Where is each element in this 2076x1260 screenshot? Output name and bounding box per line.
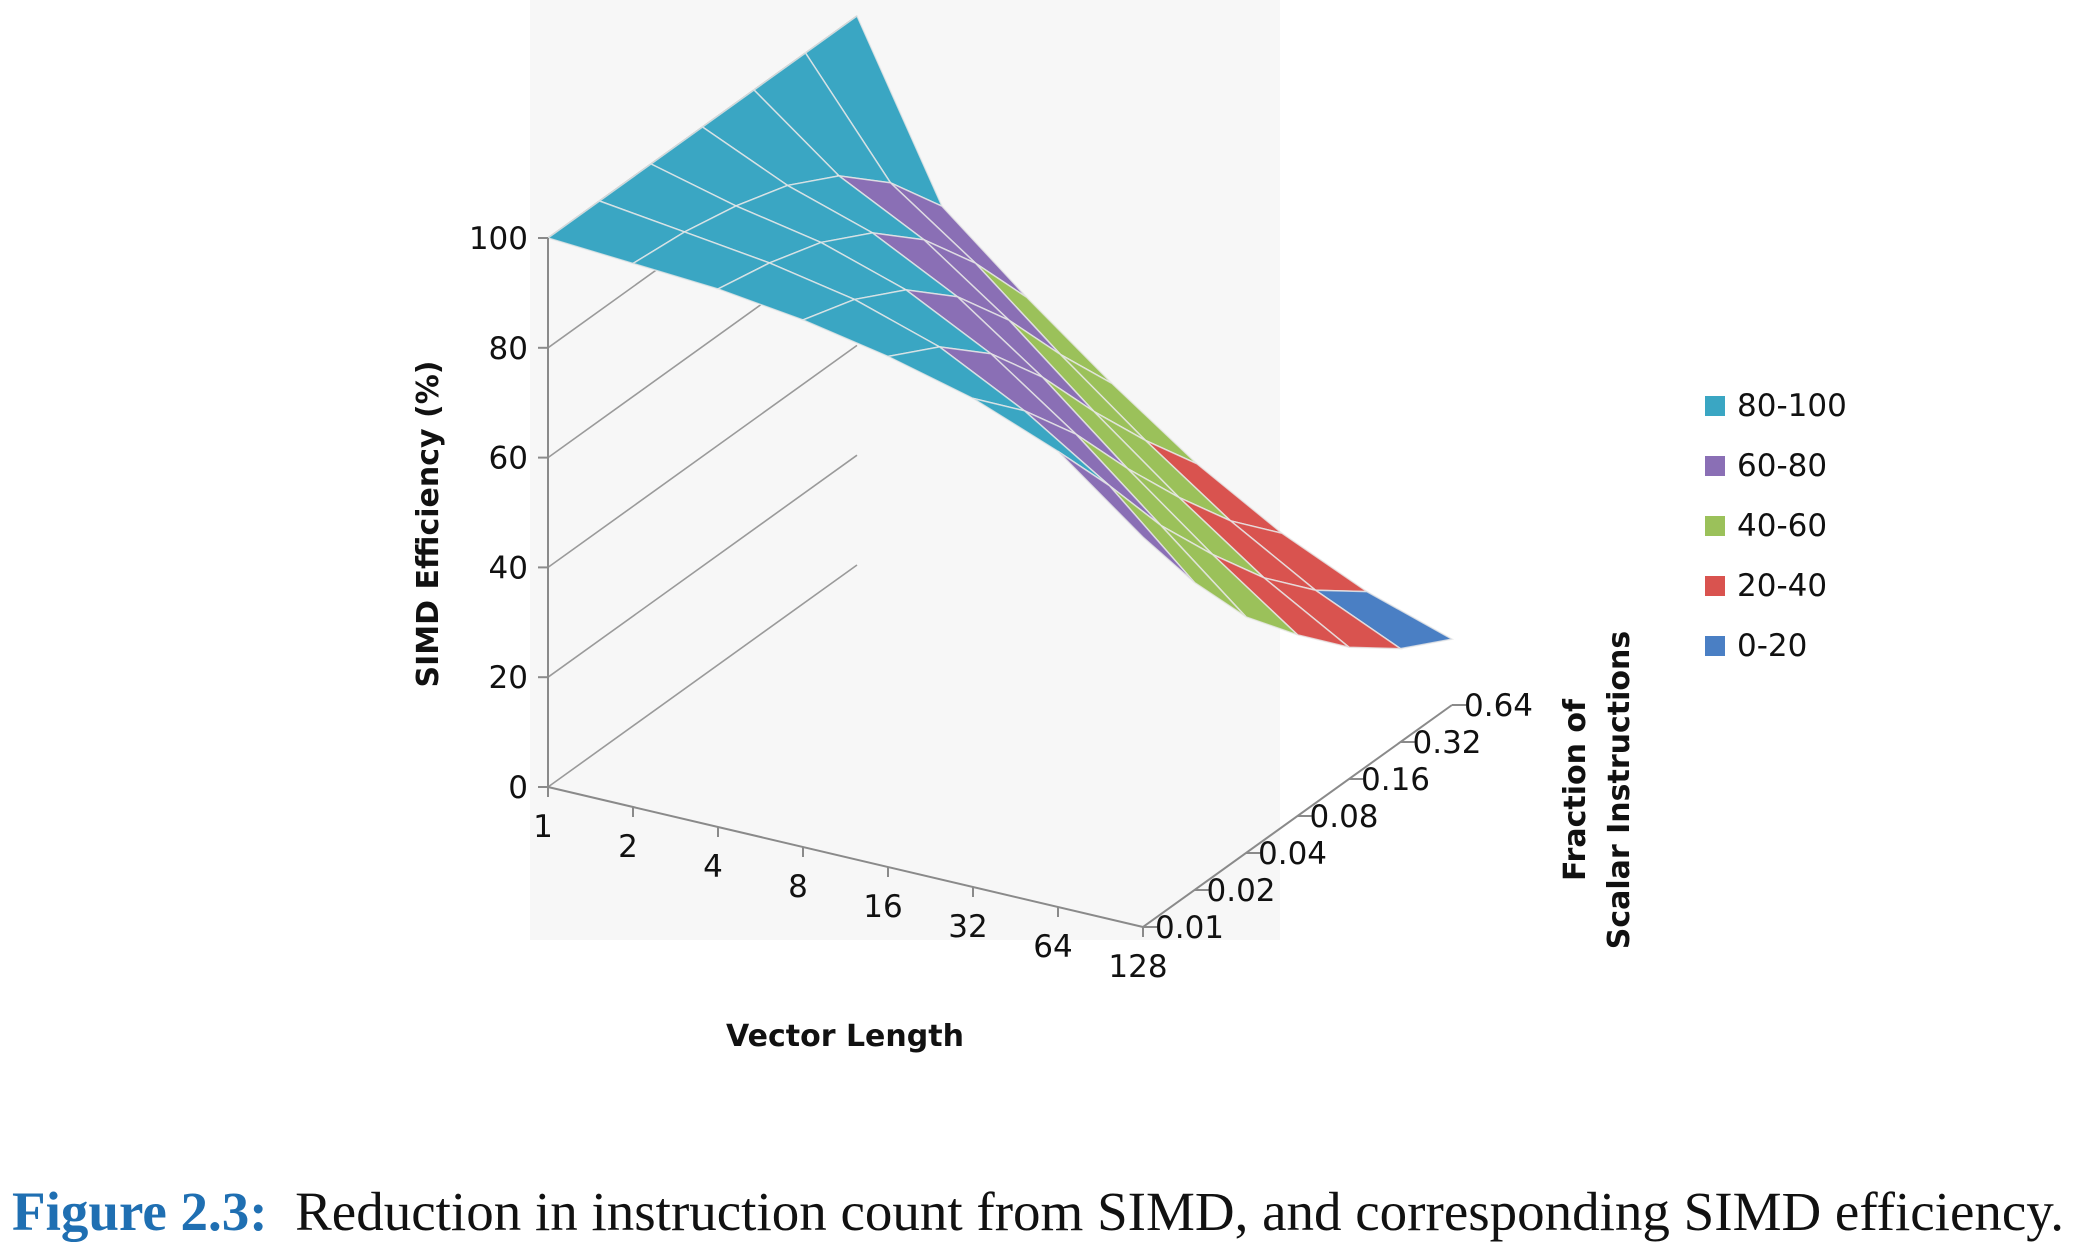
legend: 80-100 60-80 40-60 20-40 0-20 <box>1705 388 1847 664</box>
x-tick-label-128: 128 <box>1108 949 1167 985</box>
gridline-0 <box>547 564 858 788</box>
legend-label-80-100: 80-100 <box>1737 388 1847 424</box>
y-tick-label-0.02: 0.02 <box>1207 873 1276 909</box>
z-tick-label-20: 20 <box>489 660 528 696</box>
y-tick-label-0.04: 0.04 <box>1258 836 1327 872</box>
legend-label-0-20: 0-20 <box>1737 628 1807 664</box>
y-axis-title-line-1: Fraction of <box>1558 698 1593 881</box>
x-tick-label-2: 2 <box>618 829 638 865</box>
x-axis-line <box>547 786 1144 928</box>
axes <box>538 237 1466 937</box>
z-axis-title: SIMD Efficiency (%) <box>411 361 446 688</box>
axis-labels: 0 20 40 60 80 100 1 2 4 8 16 32 64 1280.010.020.040.0… <box>411 221 1637 1054</box>
z-tick-label-100: 100 <box>469 221 528 257</box>
y-tick-label-0.32: 0.32 <box>1413 725 1482 761</box>
x-tick-label-64: 64 <box>1033 929 1072 965</box>
y-tick-label-0.01: 0.01 <box>1155 910 1224 946</box>
z-tick-label-0: 0 <box>508 770 528 806</box>
legend-label-60-80: 60-80 <box>1737 448 1827 484</box>
legend-swatch-80-100 <box>1705 396 1725 416</box>
x-tick-label-32: 32 <box>948 909 987 945</box>
figure-caption: Figure 2.3: Reduction in instruction cou… <box>12 1180 2072 1243</box>
x-tick-label-1: 1 <box>533 809 553 845</box>
legend-swatch-20-40 <box>1705 576 1725 596</box>
surface-cell-6-0 <box>1057 450 1196 584</box>
legend-swatch-40-60 <box>1705 516 1725 536</box>
z-tick-label-80: 80 <box>489 331 528 367</box>
surface-chart: 0 20 40 60 80 100 1 2 4 8 16 32 64 1280.010.020.040.0… <box>411 14 1847 1054</box>
figure-label: Figure 2.3: <box>12 1181 268 1242</box>
gridline-40 <box>547 344 858 569</box>
z-tick-label-60: 60 <box>489 441 528 477</box>
legend-swatch-0-20 <box>1705 636 1725 656</box>
y-tick-label-0.08: 0.08 <box>1310 799 1379 835</box>
surface-mesh <box>546 14 1455 650</box>
legend-swatch-60-80 <box>1705 456 1725 476</box>
caption-text: Reduction in instruction count from SIMD… <box>295 1181 2064 1242</box>
y-tick-label-0.64: 0.64 <box>1464 688 1533 724</box>
x-tick-label-8: 8 <box>788 869 808 905</box>
x-tick-label-16: 16 <box>863 889 902 925</box>
x-tick-label-4: 4 <box>703 849 723 885</box>
legend-label-40-60: 40-60 <box>1737 508 1827 544</box>
y-tick-label-0.16: 0.16 <box>1361 762 1430 798</box>
y-axis-title-line-2: Scalar Instructions <box>1602 631 1637 950</box>
z-tick-label-40: 40 <box>489 550 528 586</box>
gridline-20 <box>547 454 858 678</box>
x-axis-title: Vector Length <box>726 1019 964 1054</box>
legend-label-20-40: 20-40 <box>1737 568 1827 604</box>
